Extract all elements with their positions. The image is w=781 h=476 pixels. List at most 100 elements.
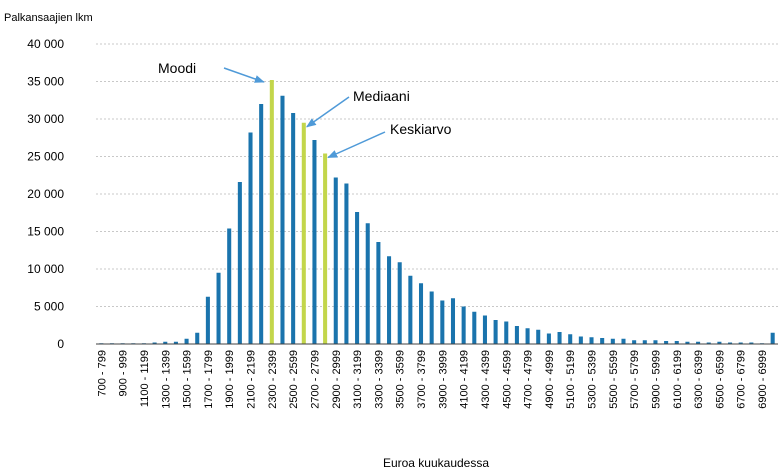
bar [152,342,157,344]
x-tick-label: 1900 - 1999 [224,350,236,409]
bar-highlight [323,153,328,344]
bar [280,95,285,344]
bar-highlight [269,80,274,344]
x-tick-label: 3700 - 3799 [416,350,428,409]
annotation-arrow [305,96,350,128]
bar [450,298,456,344]
x-tick-label: 4100 - 4199 [459,350,471,409]
bar [237,182,242,344]
x-tick-label: 2100 - 2199 [246,350,258,409]
bar [216,272,221,344]
bar [461,306,466,344]
bar [408,275,413,344]
bar [717,341,722,344]
bar [664,341,669,344]
annotation-arrow [223,67,265,83]
bar [195,332,200,344]
y-tick-label: 15 000 [27,225,64,239]
y-tick-labels: 0 5 000 10 000 15 000 20 000 25 000 30 000 35 0… [27,37,64,351]
x-axis-label: Euroa kuukaudessa [383,456,489,470]
bar [621,338,626,344]
bar [653,340,658,344]
x-tick-label: 5300 - 5399 [587,350,599,409]
annotation-arrow [327,131,386,159]
x-tick-label: 3900 - 3999 [437,350,449,409]
bar [738,342,743,344]
y-tick-label: 30 000 [27,112,64,126]
y-tick-label: 35 000 [27,75,64,89]
x-tick-label: 6900 - 6999 [757,350,769,409]
x-tick-label: 6300 - 6399 [693,350,705,409]
x-tick-label: 6500 - 6599 [714,350,726,409]
bar [696,341,701,344]
bar [344,183,349,344]
bar [312,140,317,344]
bar [472,311,477,344]
bars [99,80,775,344]
x-tick-label: 6700 - 6799 [736,350,748,409]
x-tick-label: 2700 - 2799 [309,350,321,409]
x-tick-label: 1100 - 1199 [139,350,151,407]
bar [259,104,264,344]
bar [333,177,338,344]
x-tick-labels: 700 - 799 900 - 999 1100 - 1199 1300 - 1399… [96,350,769,409]
x-tick-label: 4300 - 4399 [480,350,492,409]
x-tick-label: 5700 - 5799 [629,350,641,409]
bar [706,342,711,344]
y-tick-label: 40 000 [27,37,64,51]
bar [525,328,530,344]
annotation-label: Mediaani [353,88,410,104]
bar [568,334,573,344]
bar [578,336,583,344]
bar [493,320,498,344]
bar [685,341,690,344]
bar [365,223,370,344]
bar [418,283,424,344]
x-tick-label: 4700 - 4799 [523,350,535,409]
bar [205,296,210,344]
x-tick-label: 4500 - 4599 [501,350,513,409]
bar [163,341,168,344]
y-tick-label: 25 000 [27,150,64,164]
gridlines [96,43,778,307]
x-tick-label: 1300 - 1399 [160,350,172,409]
x-tick-label: 700 - 799 [96,350,108,396]
x-tick-label: 900 - 999 [118,350,130,396]
bar [248,132,253,344]
bar [429,291,434,344]
bar [184,338,189,344]
x-tick-label: 3100 - 3199 [352,350,364,409]
bar [749,342,754,344]
bar [728,342,733,344]
annotation-label: Moodi [158,60,196,76]
bar [600,338,605,344]
bar-highlight [301,122,306,344]
bar [632,340,637,344]
bar [546,333,551,344]
bar [610,338,615,344]
bar [376,242,381,344]
y-tick-label: 5 000 [34,300,64,314]
bar [397,262,402,344]
bar [291,113,296,344]
bar [536,329,541,344]
bar [642,340,647,344]
x-tick-label: 3500 - 3599 [395,350,407,409]
bar [589,337,594,344]
x-tick-label: 6100 - 6199 [672,350,684,409]
x-tick-label: 1700 - 1799 [203,350,215,409]
bar [770,332,775,344]
y-tick-label: 20 000 [27,187,64,201]
bar [674,341,679,344]
x-tick-label: 2500 - 2599 [288,350,300,409]
annotations: Moodi Mediaani Keskiarvo [158,60,452,159]
bar [355,212,360,344]
x-tick-label: 3300 - 3399 [373,350,385,409]
bar [557,332,562,344]
bar [387,256,392,344]
x-tick-label: 2900 - 2999 [331,350,343,409]
bar [504,321,509,344]
bar [514,326,519,344]
y-tick-label: 10 000 [27,262,64,276]
